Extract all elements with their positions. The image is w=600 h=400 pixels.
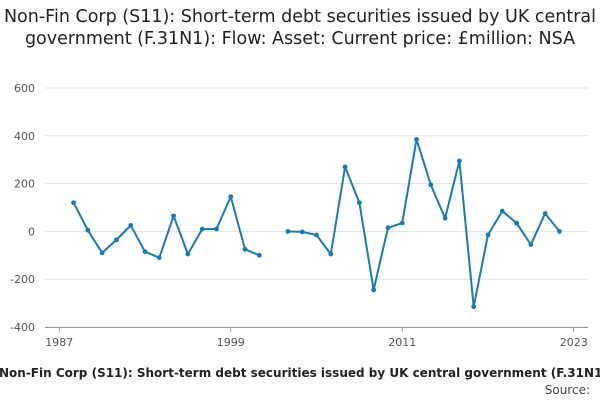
gridlines	[45, 87, 588, 328]
data-point[interactable]	[214, 226, 219, 232]
data-point[interactable]	[385, 225, 391, 231]
data-point[interactable]	[399, 220, 405, 226]
data-point[interactable]	[442, 215, 448, 221]
data-point[interactable]	[514, 220, 519, 226]
data-point[interactable]	[428, 182, 434, 188]
data-point[interactable]	[528, 242, 534, 247]
source-label: Source:	[544, 383, 590, 397]
data-point[interactable]	[285, 229, 291, 234]
data-point[interactable]	[185, 251, 191, 257]
x-tick-label: 1999	[217, 336, 245, 349]
y-tick-label: 200	[14, 178, 35, 191]
data-point[interactable]	[499, 208, 505, 214]
x-tick-label: 1987	[45, 336, 73, 349]
chart-title: Non-Fin Corp (S11): Short-term debt secu…	[3, 7, 597, 49]
series-line-segment	[72, 195, 260, 259]
data-point[interactable]	[171, 213, 177, 219]
y-tick-label: -200	[10, 273, 35, 286]
x-tick-label: 2023	[560, 336, 588, 349]
data-point[interactable]	[371, 287, 377, 293]
data-point[interactable]	[242, 246, 248, 252]
data-point[interactable]	[557, 229, 562, 234]
data-point[interactable]	[256, 252, 262, 258]
data-point[interactable]	[299, 229, 305, 235]
x-axis: 1987 1999 2011 2023	[45, 327, 588, 349]
data-point[interactable]	[471, 304, 477, 310]
data-point[interactable]	[142, 249, 148, 255]
data-point[interactable]	[414, 136, 419, 142]
series-caption: Non-Fin Corp (S11): Short-term debt secu…	[0, 366, 600, 380]
data-point[interactable]	[71, 200, 76, 206]
y-tick-label: 600	[14, 82, 35, 95]
y-axis-ticks: 600 400 200 0 -200 -400	[10, 82, 35, 334]
data-point[interactable]	[228, 194, 234, 200]
data-point[interactable]	[314, 232, 319, 238]
data-point[interactable]	[485, 232, 491, 238]
data-point[interactable]	[356, 200, 362, 206]
series-layer	[71, 136, 562, 310]
series-line-segment	[287, 138, 561, 308]
data-point[interactable]	[128, 223, 134, 228]
y-tick-label: -400	[10, 321, 35, 334]
data-point[interactable]	[328, 251, 334, 257]
data-point[interactable]	[114, 237, 119, 243]
data-point[interactable]	[542, 211, 548, 216]
data-point[interactable]	[199, 226, 205, 232]
y-tick-label: 400	[14, 130, 35, 143]
y-tick-label: 0	[28, 225, 35, 238]
data-point[interactable]	[156, 255, 162, 261]
data-point[interactable]	[456, 158, 462, 164]
data-point[interactable]	[342, 164, 348, 170]
data-point[interactable]	[99, 250, 105, 256]
data-point[interactable]	[85, 227, 91, 233]
x-tick-label: 2011	[388, 336, 416, 349]
